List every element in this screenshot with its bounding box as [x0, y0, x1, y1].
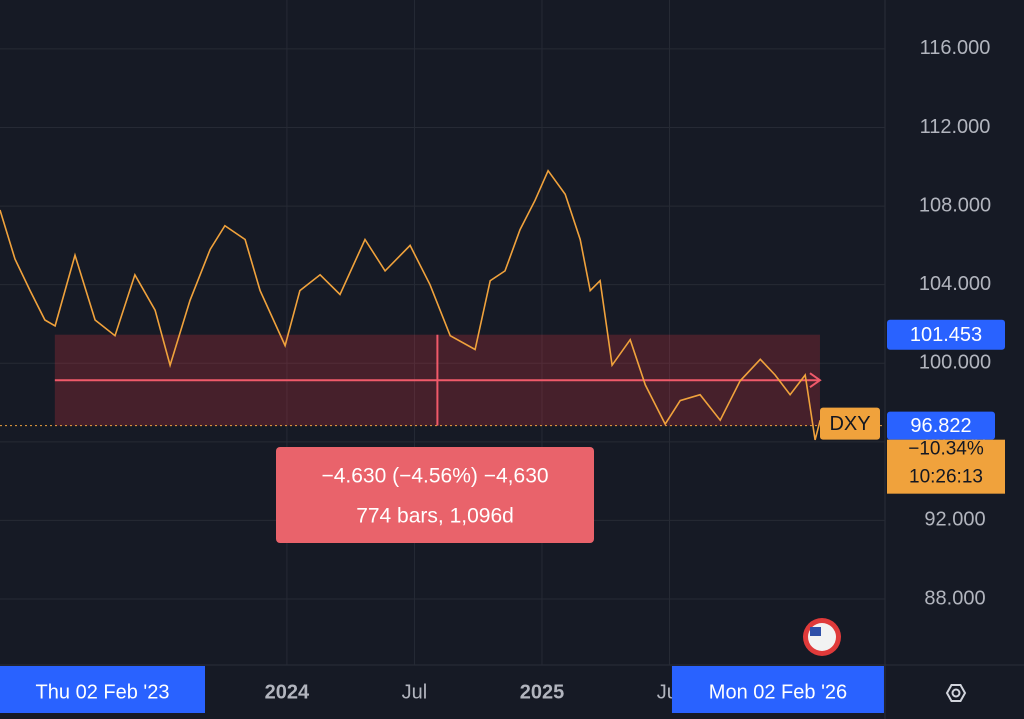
y-tick-label: 92.000: [924, 509, 985, 531]
crosshair-date-label: Mon 02 Feb '26: [709, 681, 847, 703]
crosshair-date-box: [671, 666, 884, 713]
countdown: 10:26:13: [909, 467, 983, 488]
price-axis: [885, 0, 1024, 719]
y-tick-label: 88.000: [924, 587, 985, 609]
last-change: −10.34%: [908, 439, 984, 460]
settings-icon-dot: [951, 688, 961, 698]
x-tick-label: Jul: [402, 681, 428, 703]
y-tick-label: 104.000: [919, 273, 991, 295]
crosshair-date-label: Thu 02 Feb '23: [36, 681, 170, 703]
price-label-box: [887, 411, 995, 440]
price-label: 101.453: [910, 324, 982, 346]
price-label-box: [887, 319, 1005, 350]
symbol-label: DXY: [829, 413, 870, 435]
y-tick-label: 100.000: [919, 352, 991, 374]
measure-span: 774 bars, 1,096d: [356, 505, 514, 528]
price-label: 96.822: [910, 415, 971, 437]
event-flag-canton: [810, 627, 821, 636]
measure-tooltip: [276, 447, 594, 543]
measure-change: −4.630 (−4.56%) −4,630: [321, 465, 548, 488]
settings-icon[interactable]: [945, 684, 967, 702]
measure-arrowhead: [809, 372, 822, 389]
x-tick-label: 2025: [520, 681, 565, 703]
y-tick-label: 108.000: [919, 194, 991, 216]
x-tick-label: 2024: [265, 681, 310, 703]
y-tick-label: 116.000: [920, 37, 991, 59]
change-box: [887, 439, 1005, 494]
y-tick-label: 112.000: [920, 116, 991, 138]
price-line: [0, 169, 821, 441]
symbol-box: [820, 407, 880, 440]
crosshair-date-box: [0, 666, 205, 713]
